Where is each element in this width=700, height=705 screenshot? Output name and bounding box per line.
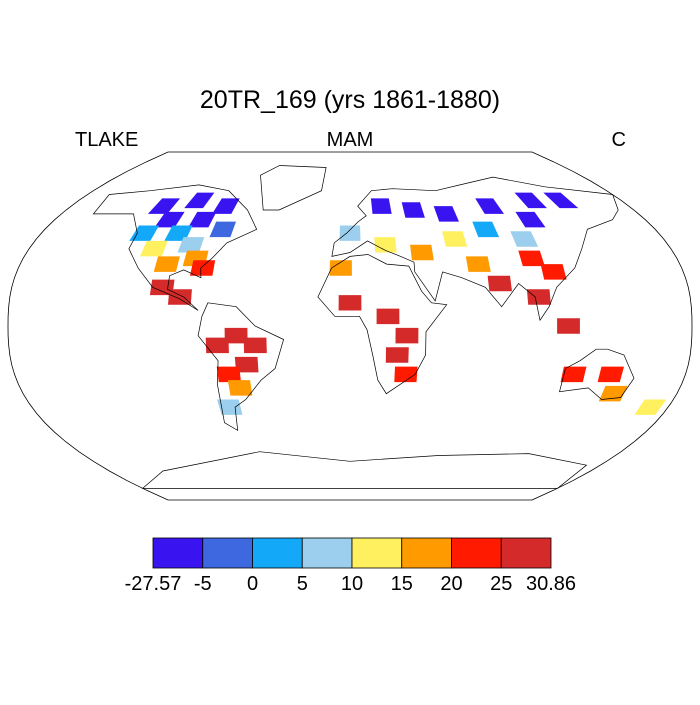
data-cell bbox=[526, 289, 551, 305]
data-cell bbox=[385, 347, 409, 363]
data-cell bbox=[465, 256, 491, 272]
data-cell bbox=[394, 366, 418, 383]
chart-title: 20TR_169 (yrs 1861-1880) bbox=[200, 86, 500, 114]
center-label: MAM bbox=[327, 129, 374, 151]
data-cell bbox=[212, 198, 240, 214]
data-cell bbox=[510, 231, 539, 247]
colorbar-label: 0 bbox=[247, 573, 258, 595]
data-cell bbox=[557, 318, 580, 334]
colorbar-label: 5 bbox=[297, 573, 308, 595]
data-cell bbox=[514, 192, 547, 209]
right-label: C bbox=[612, 129, 626, 151]
coastline bbox=[141, 451, 588, 489]
data-cell bbox=[216, 366, 241, 383]
data-cell bbox=[224, 327, 248, 344]
coastline bbox=[559, 348, 635, 400]
data-cell bbox=[188, 211, 217, 228]
data-cell bbox=[234, 356, 259, 373]
colorbar-box bbox=[202, 537, 253, 569]
data-cell bbox=[243, 337, 267, 354]
data-cell bbox=[140, 240, 168, 257]
colorbar-box bbox=[252, 537, 303, 569]
data-cell bbox=[597, 366, 624, 383]
data-cell bbox=[401, 202, 425, 218]
data-cell bbox=[153, 256, 180, 272]
data-cell bbox=[374, 237, 397, 253]
data-cell bbox=[518, 250, 545, 267]
colorbar-label: -5 bbox=[194, 573, 212, 595]
data-cell bbox=[217, 399, 243, 415]
coastline bbox=[92, 184, 258, 311]
coastline bbox=[317, 254, 448, 395]
colorbar-label: 25 bbox=[490, 573, 512, 595]
data-cell bbox=[154, 211, 185, 228]
colorbar-box bbox=[152, 537, 204, 569]
data-cell bbox=[205, 337, 229, 354]
coastline bbox=[197, 302, 285, 432]
map-frame bbox=[7, 151, 693, 501]
data-cell bbox=[147, 198, 181, 214]
data-cell bbox=[515, 211, 546, 228]
data-cell bbox=[339, 225, 361, 241]
colorbar-box bbox=[351, 537, 403, 569]
data-cell bbox=[370, 198, 392, 214]
colorbar-label: 20 bbox=[440, 573, 462, 595]
data-cell bbox=[433, 206, 459, 222]
data-cell bbox=[487, 275, 512, 292]
data-cell bbox=[634, 399, 667, 415]
data-cell bbox=[376, 308, 400, 325]
data-cell bbox=[475, 198, 504, 214]
data-cell bbox=[184, 192, 215, 209]
data-cell bbox=[472, 221, 500, 238]
data-cell bbox=[329, 260, 352, 276]
data-cell bbox=[227, 380, 253, 396]
data-cell bbox=[338, 295, 362, 311]
colorbar-label: 30.86 bbox=[526, 573, 576, 595]
colorbar-box bbox=[301, 537, 353, 569]
colorbar-box bbox=[451, 537, 502, 569]
data-cell bbox=[540, 264, 567, 280]
data-cell bbox=[543, 192, 579, 209]
data-cell bbox=[410, 244, 434, 261]
data-cell bbox=[168, 289, 192, 305]
colorbar-label: 15 bbox=[391, 573, 413, 595]
data-cell bbox=[560, 366, 587, 383]
colorbar-label: 10 bbox=[341, 573, 363, 595]
colorbar-label: -27.57 bbox=[125, 573, 182, 595]
data-cell bbox=[177, 237, 205, 253]
left-label: TLAKE bbox=[75, 129, 138, 151]
data-cell bbox=[164, 225, 193, 241]
colorbar-box bbox=[401, 537, 452, 569]
data-cell bbox=[442, 231, 468, 247]
data-cell bbox=[190, 260, 216, 276]
coastline bbox=[260, 165, 327, 211]
data-cell bbox=[209, 221, 236, 238]
colorbar-box bbox=[500, 537, 552, 569]
coastline bbox=[331, 176, 619, 322]
data-cell bbox=[395, 327, 419, 344]
